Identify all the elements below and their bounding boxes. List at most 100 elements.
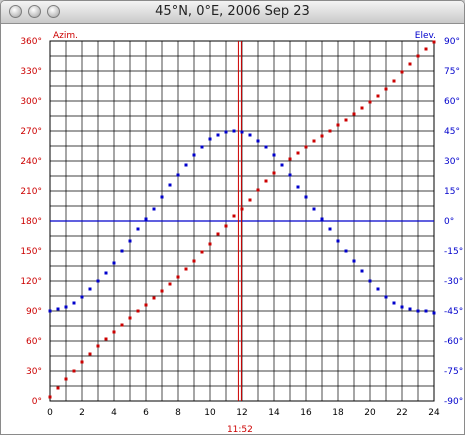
y-left-tick-label: 90° [26, 307, 42, 317]
x-tick-label: 14 [268, 408, 280, 418]
elevation-point [432, 311, 436, 315]
azimuth-point [384, 87, 388, 91]
elevation-point [264, 145, 268, 149]
y-left-tick-label: 0° [32, 397, 42, 407]
azimuth-point [192, 259, 196, 263]
y-left-tick-label: 270° [20, 127, 42, 137]
window-title: 45°N, 0°E, 2006 Sep 23 [155, 4, 310, 19]
elevation-point [272, 153, 276, 157]
elevation-point [72, 301, 76, 305]
elevation-point [248, 133, 252, 137]
elevation-point [200, 145, 204, 149]
left-axis-label: Azim. [53, 31, 78, 41]
azimuth-point [432, 40, 436, 44]
elevation-point [376, 287, 380, 291]
azimuth-point [48, 395, 52, 399]
azimuth-point [272, 171, 276, 175]
y-right-tick-label: -75° [444, 367, 463, 377]
elevation-point [352, 259, 356, 263]
x-tick-label: 16 [300, 408, 312, 418]
azimuth-point [64, 377, 68, 381]
azimuth-point [392, 79, 396, 83]
azimuth-point [168, 282, 172, 286]
x-tick-label: 4 [111, 408, 117, 418]
azimuth-point [336, 123, 340, 127]
y-left-tick-label: 150° [20, 247, 42, 257]
noon-time-label: 11:52 [227, 425, 253, 435]
y-left-tick-label: 330° [20, 67, 42, 77]
azimuth-point [416, 54, 420, 58]
azimuth-point [288, 157, 292, 161]
elevation-point [400, 305, 404, 309]
elevation-point [112, 261, 116, 265]
azimuth-point [320, 134, 324, 138]
y-left-tick-label: 240° [20, 157, 42, 167]
elevation-point [80, 295, 84, 299]
azimuth-point [176, 275, 180, 279]
minimize-button[interactable] [28, 5, 41, 18]
azimuth-point [232, 214, 236, 218]
y-left-tick-label: 30° [26, 367, 42, 377]
right-axis-label: Elev. [415, 31, 436, 41]
elevation-point [312, 207, 316, 211]
close-button[interactable] [9, 5, 22, 18]
azimuth-point [208, 242, 212, 246]
y-left-tick-label: 60° [26, 337, 42, 347]
azimuth-point [80, 360, 84, 364]
elevation-point [184, 163, 188, 167]
y-left-tick-label: 210° [20, 187, 42, 197]
elevation-point [208, 137, 212, 141]
y-right-tick-label: -15° [444, 247, 463, 257]
elevation-point [128, 239, 132, 243]
elevation-point [416, 309, 420, 313]
azimuth-point [104, 337, 108, 341]
elevation-point [280, 163, 284, 167]
x-tick-label: 20 [364, 408, 376, 418]
elevation-point [296, 185, 300, 189]
y-right-tick-label: -45° [444, 307, 463, 317]
azimuth-point [352, 112, 356, 116]
elevation-point [344, 249, 348, 253]
y-right-tick-label: -60° [444, 337, 463, 347]
azimuth-point [224, 224, 228, 228]
azimuth-point [128, 316, 132, 320]
zoom-button[interactable] [47, 5, 60, 18]
y-left-tick-label: 120° [20, 277, 42, 287]
title-bar[interactable]: 45°N, 0°E, 2006 Sep 23 [1, 1, 464, 24]
azimuth-point [144, 303, 148, 307]
azimuth-point [312, 139, 316, 143]
elevation-point [368, 279, 372, 283]
elevation-point [392, 301, 396, 305]
y-left-tick-label: 360° [20, 37, 42, 47]
azimuth-point [408, 62, 412, 66]
axis-labels: Azim. Elev. 11:52 0 2 4 6 8 10 12 14 16 18 20 22 240… [20, 31, 463, 435]
elevation-point [120, 249, 124, 253]
azimuth-point [376, 94, 380, 98]
y-right-tick-label: 0° [444, 217, 454, 227]
reference-lines [50, 41, 434, 401]
azimuth-point [368, 100, 372, 104]
x-tick-label: 12 [236, 408, 247, 418]
elevation-point [304, 195, 308, 199]
y-right-tick-label: 30° [444, 157, 460, 167]
elevation-point [224, 130, 228, 134]
azimuth-point [360, 106, 364, 110]
azimuth-point [88, 352, 92, 356]
elevation-point [216, 133, 220, 137]
x-tick-label: 10 [204, 408, 216, 418]
elevation-point [136, 227, 140, 231]
elevation-point [320, 217, 324, 221]
azimuth-point [216, 232, 220, 236]
azimuth-point [56, 386, 60, 390]
azimuth-point [72, 369, 76, 373]
azimuth-point [120, 323, 124, 327]
elevation-point [152, 207, 156, 211]
x-tick-label: 24 [428, 408, 440, 418]
azimuth-point [344, 118, 348, 122]
elevation-point [384, 295, 388, 299]
azimuth-point [112, 330, 116, 334]
y-left-tick-label: 300° [20, 97, 42, 107]
azimuth-point [152, 296, 156, 300]
elevation-point [48, 309, 52, 313]
